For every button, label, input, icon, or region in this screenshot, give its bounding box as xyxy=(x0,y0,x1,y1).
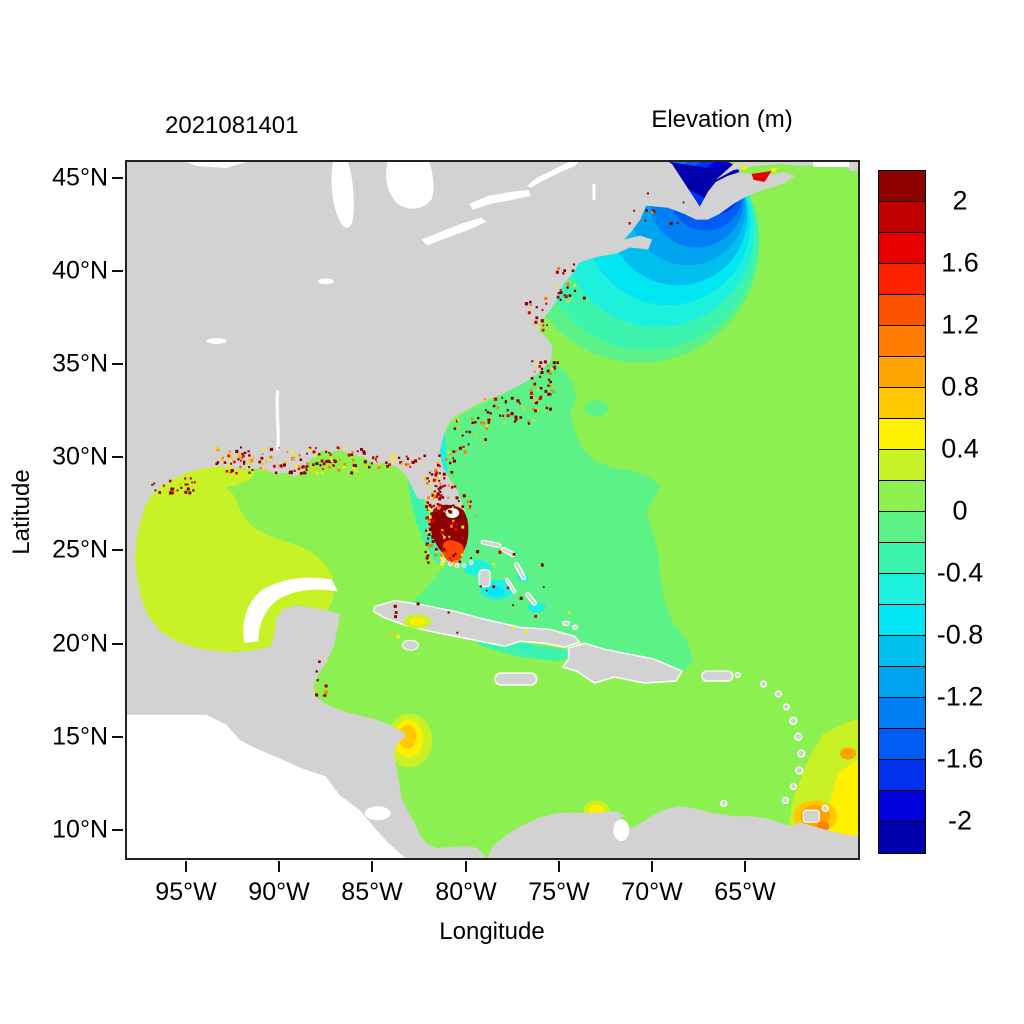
colorbar-cell xyxy=(879,357,925,388)
minas-basin-high-spot xyxy=(751,170,772,182)
land-cuba xyxy=(372,599,581,651)
pacific-outside-domain xyxy=(127,714,406,858)
x-tick xyxy=(558,861,560,872)
colorbar-label: -1.6 xyxy=(936,743,984,774)
y-tick xyxy=(112,829,123,831)
y-tick xyxy=(112,363,123,365)
y-tick-label: 35°N xyxy=(52,349,108,378)
x-tick xyxy=(465,861,467,872)
land-greater-antilles xyxy=(494,642,734,686)
colorbar-cell xyxy=(879,481,925,512)
x-tick-label: 85°W xyxy=(341,878,403,906)
colorbar-label: 1.6 xyxy=(941,247,979,278)
x-tick xyxy=(278,861,280,872)
colorbar-cell xyxy=(879,574,925,605)
colorbar-label: -2 xyxy=(947,805,973,836)
x-tick-label: 65°W xyxy=(714,878,776,906)
colorbar-cell xyxy=(879,233,925,264)
x-tick-label: 70°W xyxy=(621,878,683,906)
colorbar-cell xyxy=(879,822,925,853)
x-tick xyxy=(185,861,187,872)
colorbar-cell xyxy=(879,667,925,698)
x-tick xyxy=(744,861,746,872)
colorbar-label: 0 xyxy=(952,495,968,526)
colorbar-cell xyxy=(879,512,925,543)
y-axis-title: Latitude xyxy=(8,469,35,555)
y-tick-label: 25°N xyxy=(52,535,108,564)
y-tick-label: 20°N xyxy=(52,629,108,658)
y-tick xyxy=(112,270,123,272)
colorbar-label: -1.2 xyxy=(936,681,984,712)
colorbar-cell xyxy=(879,419,925,450)
colorbar-label: 0.8 xyxy=(941,371,979,402)
colorbar-label: 2 xyxy=(952,185,968,216)
y-tick-label: 10°N xyxy=(52,815,108,844)
land-north-america xyxy=(127,162,700,858)
colorbar-title: Elevation (m) xyxy=(651,106,793,133)
colorbar-cell xyxy=(879,760,925,791)
colorbar-label: 1.2 xyxy=(941,309,979,340)
x-tick xyxy=(371,861,373,872)
colorbar-cell xyxy=(879,605,925,636)
colorbar-label: 0.4 xyxy=(941,433,979,464)
colorbar-cell xyxy=(879,295,925,326)
elevation-map xyxy=(127,162,858,858)
campeche-bank-rim xyxy=(243,577,338,644)
nicaragua-coast-spot xyxy=(386,713,433,768)
colorbar-cell xyxy=(879,388,925,419)
land-nova-scotia xyxy=(683,162,858,220)
y-tick-label: 15°N xyxy=(52,722,108,751)
y-tick xyxy=(112,736,123,738)
y-tick xyxy=(112,549,123,551)
land-south-america xyxy=(487,806,858,858)
colorbar-cell xyxy=(879,636,925,667)
coastal-speckles xyxy=(151,192,685,697)
colorbar-cell xyxy=(879,791,925,822)
x-axis-title: Longitude xyxy=(439,918,545,945)
colorbar-cell xyxy=(879,698,925,729)
colorbar-cell xyxy=(879,171,925,202)
colorbar-cell xyxy=(879,326,925,357)
colorbar-label: -0.8 xyxy=(936,619,984,650)
y-tick xyxy=(112,456,123,458)
great-lakes xyxy=(186,162,596,821)
bahamas-islands xyxy=(478,539,579,630)
x-tick-label: 90°W xyxy=(248,878,310,906)
map-plot-area xyxy=(125,160,860,860)
elevation-colorbar xyxy=(878,170,926,854)
y-tick xyxy=(112,177,123,179)
colorbar-label: -0.4 xyxy=(936,557,984,588)
y-tick-label: 40°N xyxy=(52,256,108,285)
run-timestamp-title: 2021081401 xyxy=(165,112,299,139)
lesser-antilles xyxy=(720,671,829,823)
colorbar-cell xyxy=(879,729,925,760)
y-tick xyxy=(112,643,123,645)
colorbar-cell xyxy=(879,450,925,481)
y-tick-label: 45°N xyxy=(52,163,108,192)
x-tick-label: 80°W xyxy=(435,878,497,906)
y-tick-label: 30°N xyxy=(52,442,108,471)
colorbar-cell xyxy=(879,543,925,574)
x-tick-label: 95°W xyxy=(155,878,217,906)
florida-keys xyxy=(440,557,474,569)
x-tick-label: 75°W xyxy=(528,878,590,906)
colorbar-cell xyxy=(879,264,925,295)
colorbar-cell xyxy=(879,202,925,233)
lake-maracaibo xyxy=(613,819,630,842)
x-tick xyxy=(651,861,653,872)
